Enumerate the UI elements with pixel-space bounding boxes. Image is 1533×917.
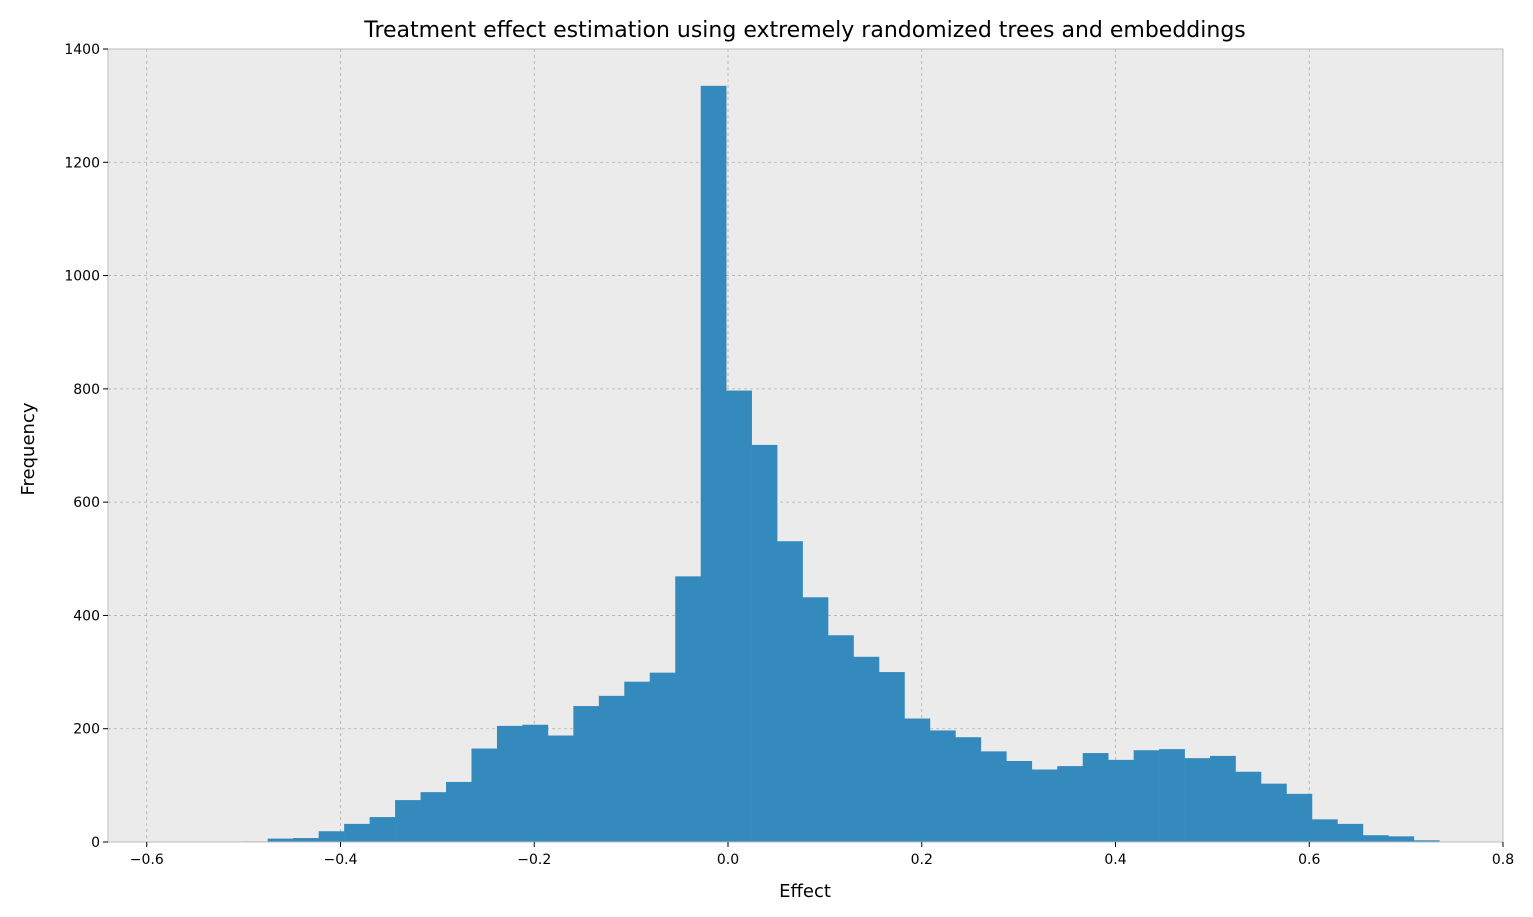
x-axis-title: Effect <box>779 881 831 902</box>
y-tick-label: 1400 <box>64 42 100 58</box>
histogram-bar <box>573 706 600 842</box>
histogram-bar <box>1235 771 1262 842</box>
histogram-bar <box>1031 769 1058 842</box>
histogram-bar <box>802 597 829 842</box>
histogram-bar <box>1286 793 1313 842</box>
x-tick-label: −0.2 <box>517 852 551 868</box>
histogram-bar <box>344 823 370 842</box>
histogram-bar <box>420 792 447 842</box>
histogram-bar <box>955 737 982 842</box>
histogram-bar <box>1057 766 1084 842</box>
histogram-bar <box>522 724 549 842</box>
histogram-bar <box>853 656 880 842</box>
histogram-bar <box>675 576 702 842</box>
histogram-bar <box>751 444 778 842</box>
chart-title: Treatment effect estimation using extrem… <box>363 18 1246 43</box>
histogram-bar <box>598 695 625 842</box>
histogram-bar <box>547 735 574 842</box>
x-tick-label: −0.4 <box>324 852 358 868</box>
histogram-bar <box>649 672 676 842</box>
histogram-bar <box>395 800 421 842</box>
y-tick-label: 1000 <box>64 269 100 285</box>
histogram-bar <box>496 725 523 842</box>
histogram-bar <box>1184 758 1211 842</box>
histogram-bar <box>828 635 854 842</box>
y-tick-label: 400 <box>73 608 100 624</box>
histogram-bars <box>242 85 1440 842</box>
histogram-bar <box>980 751 1007 842</box>
x-tick-label: 0.8 <box>1492 852 1514 868</box>
histogram-bar <box>369 817 396 842</box>
histogram-bar <box>1133 750 1160 842</box>
histogram-bar <box>1362 835 1389 842</box>
histogram-bar <box>1082 753 1109 842</box>
histogram-bar <box>1108 759 1134 842</box>
y-tick-label: 800 <box>73 382 100 398</box>
histogram-bar <box>904 718 931 842</box>
histogram-bar <box>624 681 651 842</box>
histogram-bar <box>700 85 727 842</box>
plot-frame <box>107 48 1504 843</box>
histogram-bar <box>878 672 905 842</box>
histogram-bar <box>267 838 294 842</box>
histogram-bar <box>1337 823 1364 842</box>
x-tick-label: 0.4 <box>1104 852 1126 868</box>
histogram-bar <box>293 838 319 842</box>
histogram-bar <box>1159 749 1185 842</box>
y-tick-label: 600 <box>73 495 100 511</box>
histogram-bar <box>1311 819 1338 842</box>
y-tick-label: 1200 <box>64 155 100 171</box>
histogram-bar <box>1388 836 1415 842</box>
histogram-bar <box>1006 761 1033 842</box>
x-tick-label: 0.2 <box>911 852 933 868</box>
histogram-bar <box>1261 783 1287 842</box>
histogram-bar <box>726 390 752 842</box>
x-tick-label: 0.6 <box>1298 852 1320 868</box>
y-axis-title: Frequency <box>18 402 39 495</box>
y-tick-label: 0 <box>91 835 100 851</box>
histogram-bar <box>471 748 498 842</box>
y-axis-ticks: 0 200 400 600 800 1000 1200 1400 <box>64 42 108 851</box>
histogram-bar <box>777 541 803 842</box>
histogram-bar <box>318 831 345 842</box>
y-tick-label: 200 <box>73 722 100 738</box>
histogram-bar <box>1210 755 1236 842</box>
histogram-bar <box>446 781 472 842</box>
x-axis-ticks: −0.6 −0.4 −0.2 0.0 0.2 0.4 0.6 0.8 <box>130 842 1514 868</box>
x-tick-label: −0.6 <box>130 852 164 868</box>
x-tick-label: 0.0 <box>717 852 739 868</box>
histogram-bar <box>1413 840 1440 842</box>
histogram-bar <box>929 730 956 842</box>
